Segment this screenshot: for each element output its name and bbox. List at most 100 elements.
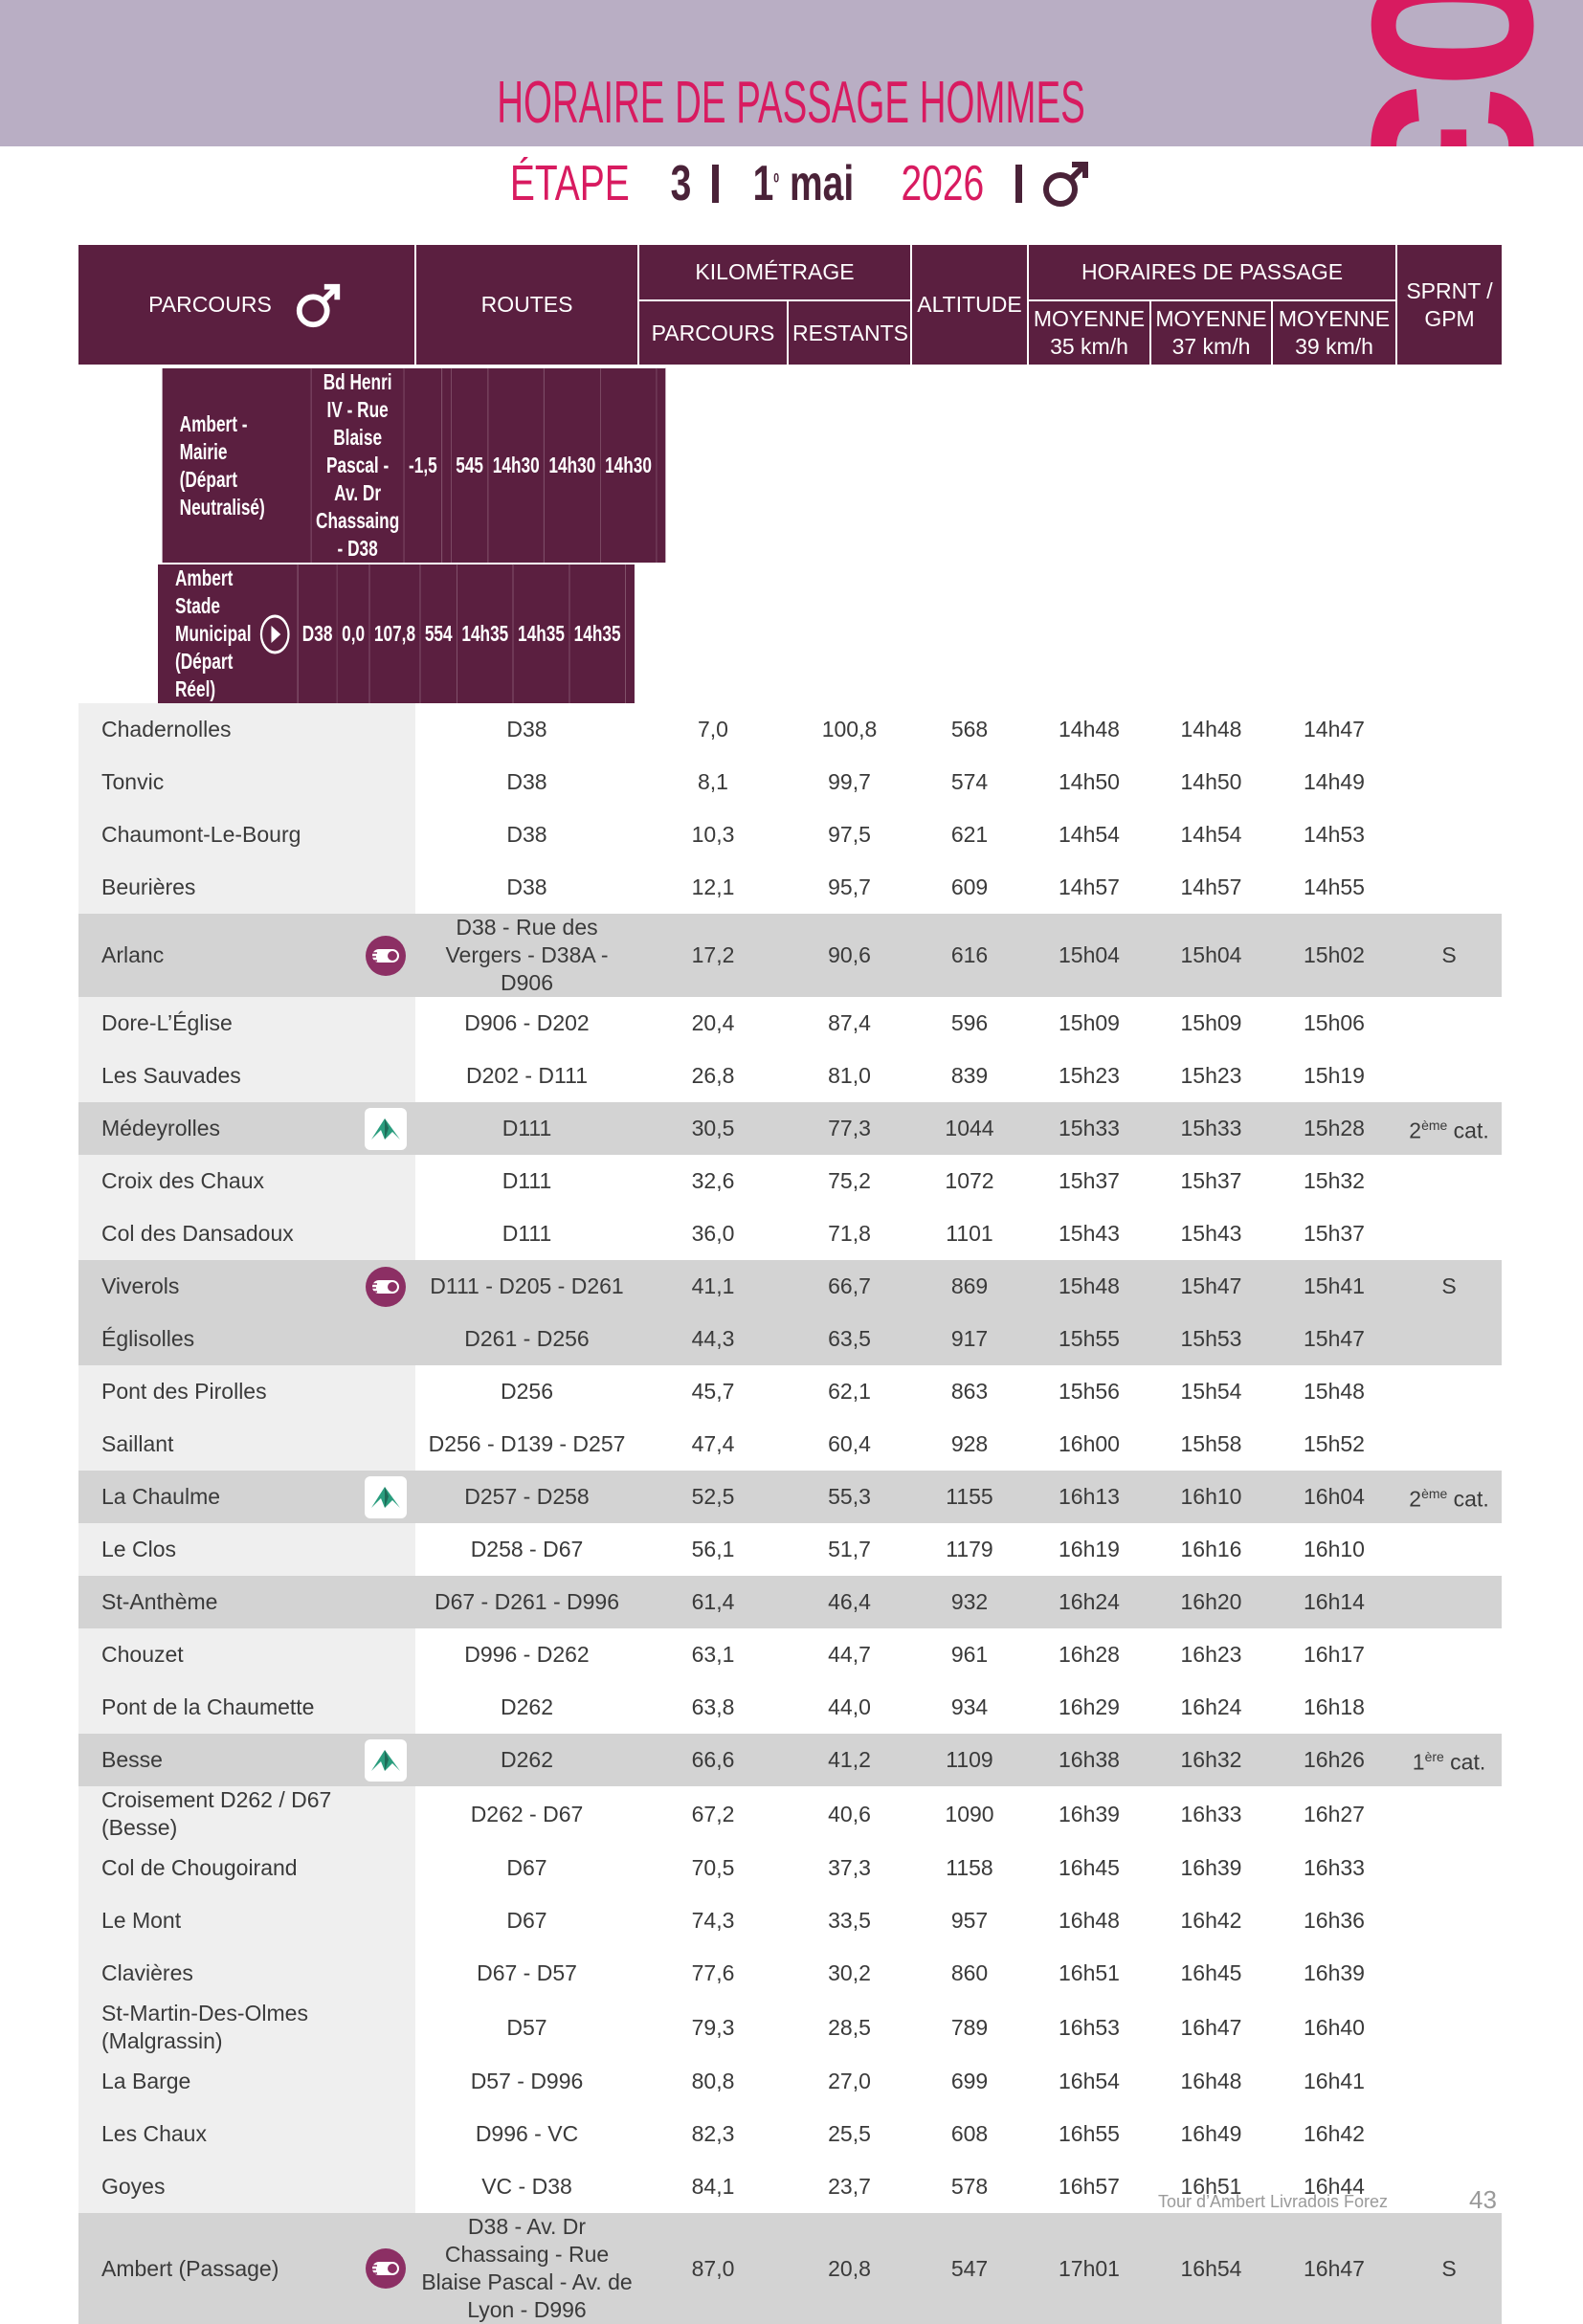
- table-cell: 16h53: [1059, 2014, 1120, 2040]
- place-cell: Le Clos: [78, 1523, 415, 1576]
- table-cell: 957: [950, 1908, 989, 1933]
- table-cell: D38: [506, 717, 547, 741]
- climb-icon: [365, 1738, 407, 1782]
- header-cell: ROUTES: [414, 245, 639, 366]
- table-cell: 56,1: [691, 1537, 735, 1561]
- table-cell: 25,5: [828, 2121, 871, 2146]
- start-icon: [259, 614, 290, 653]
- place-cell: Pont des Pirolles: [78, 1365, 415, 1418]
- table-cell: 16h28: [1059, 1642, 1120, 1667]
- table-cell: [1396, 1947, 1502, 2000]
- superscript: 0: [772, 169, 779, 186]
- table-cell: 16h48: [1059, 1908, 1120, 1933]
- table-cell: 14h35: [457, 563, 514, 703]
- place-cell: Goyes: [78, 2160, 415, 2213]
- page-number: 43: [1469, 2185, 1497, 2214]
- table-cell: 41,2: [788, 1734, 911, 1786]
- table-cell: 15h37: [1180, 1168, 1242, 1193]
- table-cell: 14h53: [1304, 822, 1365, 847]
- header-cell: ALTITUDE: [910, 245, 1029, 366]
- header-text: PARCOURS: [148, 292, 272, 317]
- table-cell: 616: [911, 914, 1028, 997]
- table-cell: [1396, 1681, 1502, 1734]
- table-row: Dore-L’Église D906 - D202 20,4 87,4 596 15h09…: [78, 997, 1502, 1050]
- table-cell: 1090: [945, 1801, 994, 1826]
- table-cell: D111: [502, 1168, 552, 1193]
- header-cell: PARCOURS: [78, 245, 416, 366]
- table-cell: 15h04: [1150, 914, 1272, 997]
- table-cell: D261 - D256: [415, 1313, 638, 1365]
- table-cell: 63,5: [788, 1313, 911, 1365]
- table-cell: [1396, 2055, 1502, 2108]
- table-row: Chadernolles D38 7,0 100,8 568 14h48 14h48 14h4…: [78, 703, 1502, 756]
- table-cell: [1396, 1365, 1502, 1418]
- footer-text: Tour d’Ambert Livradois Forez: [1157, 2192, 1389, 2211]
- table-cell: 16h48: [1180, 2069, 1242, 2093]
- table-cell: 917: [911, 1313, 1028, 1365]
- male-icon: [1043, 162, 1089, 207]
- table-cell: 12,1: [691, 874, 735, 899]
- table-cell: 32,6: [691, 1168, 735, 1193]
- table-cell: D111: [502, 1221, 552, 1246]
- table-cell: D996 - D262: [464, 1642, 590, 1667]
- table-cell: 79,3: [691, 2014, 735, 2040]
- table-cell: 16h04: [1272, 1471, 1397, 1523]
- table-cell: [1396, 1155, 1502, 1207]
- table-cell: 16h39: [1180, 1855, 1242, 1880]
- table-cell: 16h51: [1059, 1960, 1120, 1985]
- table-cell: [1396, 2000, 1502, 2055]
- table-cell: 61,4: [638, 1576, 788, 1628]
- table-row: La Barge D57 - D996 80,8 27,0 699 16h54 16h48 1…: [78, 2055, 1502, 2108]
- table-cell: 15h09: [1059, 1010, 1120, 1035]
- table-cell: 51,7: [828, 1537, 871, 1561]
- table-cell: D57 - D996: [470, 2069, 584, 2093]
- table-cell: 66,7: [788, 1260, 911, 1313]
- table-cell: 1155: [911, 1471, 1028, 1523]
- table-cell: 2ème cat.: [1396, 1471, 1503, 1523]
- table-row: Médeyrolles D111 30,5 77,3 1044 15h33 15h33 15h…: [78, 1102, 1503, 1155]
- place-cell: Ambert (Passage): [78, 2213, 415, 2324]
- table-cell: 16h32: [1150, 1734, 1272, 1786]
- table-cell: 15h56: [1059, 1379, 1120, 1404]
- table-cell: 14h30: [599, 366, 657, 563]
- table-cell: 16h16: [1180, 1537, 1242, 1561]
- table-row: Pont de la Chaumette D262 63,8 44,0 934 16h29…: [78, 1681, 1502, 1734]
- stage-number: 3: [670, 156, 691, 211]
- table-cell: 90,6: [788, 914, 911, 997]
- table-cell: Bd Henri IV - Rue Blaise Pascal - Av. Dr…: [310, 366, 405, 563]
- table-cell: D111 - D205 - D261: [415, 1260, 638, 1313]
- place-cell: Chouzet: [78, 1628, 415, 1681]
- table-cell: 67,2: [691, 1801, 735, 1826]
- table-cell: 16h20: [1150, 1576, 1272, 1628]
- table-cell: 37,3: [828, 1855, 871, 1880]
- place-cell: Tonvic: [78, 756, 415, 808]
- table-cell: 77,6: [691, 1960, 735, 1985]
- header-band: 03 HORAIRE DE PASSAGE HOMMES: [0, 0, 1583, 146]
- table-cell: 77,3: [788, 1102, 911, 1155]
- table-cell: 1109: [911, 1734, 1028, 1786]
- table-cell: 16h49: [1180, 2121, 1242, 2146]
- place-cell: Les Chaux: [78, 2108, 415, 2160]
- table-cell: 699: [950, 2069, 989, 2093]
- table-cell: 0,0: [336, 563, 370, 703]
- table-row: Églisolles D261 - D256 44,3 63,5 917 15h55 15h…: [78, 1313, 1503, 1365]
- table-cell: 574: [950, 769, 989, 794]
- table-cell: 545: [450, 366, 488, 563]
- table-cell: 16h17: [1304, 1642, 1365, 1667]
- climb-icon: [365, 1107, 407, 1150]
- parcours-wrap: PARCOURS: [148, 279, 345, 331]
- table-cell: 621: [950, 822, 989, 847]
- table-cell: 15h41: [1272, 1260, 1397, 1313]
- table-cell: 934: [950, 1694, 989, 1719]
- subtitle: ÉTAPE 3 10 mai 2026: [0, 155, 1583, 212]
- table-cell: 15h23: [1180, 1063, 1242, 1088]
- table-cell: 14h55: [1304, 874, 1365, 899]
- table-cell: 15h02: [1272, 914, 1397, 997]
- table-cell: 14h30: [544, 366, 601, 563]
- table-cell: [1396, 756, 1502, 808]
- title-wrap: HORAIRE DE PASSAGE HOMMES: [0, 69, 1583, 137]
- header-cell: HORAIRES DE PASSAGE: [1026, 245, 1398, 301]
- table-cell: 16h29: [1059, 1694, 1120, 1719]
- table-cell: 44,0: [828, 1694, 871, 1719]
